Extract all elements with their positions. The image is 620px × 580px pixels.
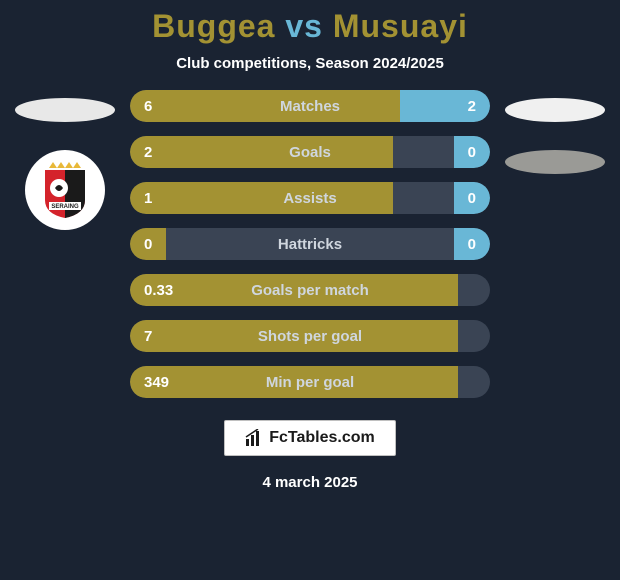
stat-bar-row: 7Shots per goal xyxy=(130,320,490,352)
chart-icon xyxy=(245,429,263,447)
stat-bar-row: 10Assists xyxy=(130,182,490,214)
player2-name: Musuayi xyxy=(333,8,468,44)
comparison-title: Buggea vs Musuayi xyxy=(152,8,468,45)
stat-bar-row: 62Matches xyxy=(130,90,490,122)
fctables-badge: FcTables.com xyxy=(224,420,396,456)
stat-bar-row: 349Min per goal xyxy=(130,366,490,398)
stat-label: Min per goal xyxy=(130,374,490,391)
stat-bar-row: 0.33Goals per match xyxy=(130,274,490,306)
left-side-column: SERAING xyxy=(10,90,120,230)
right-side-column xyxy=(500,90,610,174)
stat-label: Hattricks xyxy=(130,236,490,253)
stat-bar-row: 00Hattricks xyxy=(130,228,490,260)
stat-label: Shots per goal xyxy=(130,328,490,345)
svg-text:SERAING: SERAING xyxy=(51,204,79,210)
stat-label: Matches xyxy=(130,98,490,115)
stat-bar-row: 20Goals xyxy=(130,136,490,168)
stat-label: Goals xyxy=(130,144,490,161)
stat-label: Assists xyxy=(130,190,490,207)
seraing-crest-icon: SERAING xyxy=(33,158,97,222)
club-placeholder-icon xyxy=(505,150,605,174)
vs-text: vs xyxy=(285,8,323,44)
date-text: 4 march 2025 xyxy=(262,474,357,491)
badge-text: FcTables.com xyxy=(269,429,375,447)
player1-name: Buggea xyxy=(152,8,275,44)
stat-bars: 62Matches 20Goals 10Assists 00Hattricks 0.33… xyxy=(130,90,490,398)
player2-placeholder-icon xyxy=(505,98,605,122)
player1-placeholder-icon xyxy=(15,98,115,122)
stat-label: Goals per match xyxy=(130,282,490,299)
club-logo-left: SERAING xyxy=(25,150,105,230)
season-subtitle: Club competitions, Season 2024/2025 xyxy=(176,55,444,72)
comparison-main: SERAING 62Matches 20Goals 10Assists 00Hattr… xyxy=(0,90,620,398)
